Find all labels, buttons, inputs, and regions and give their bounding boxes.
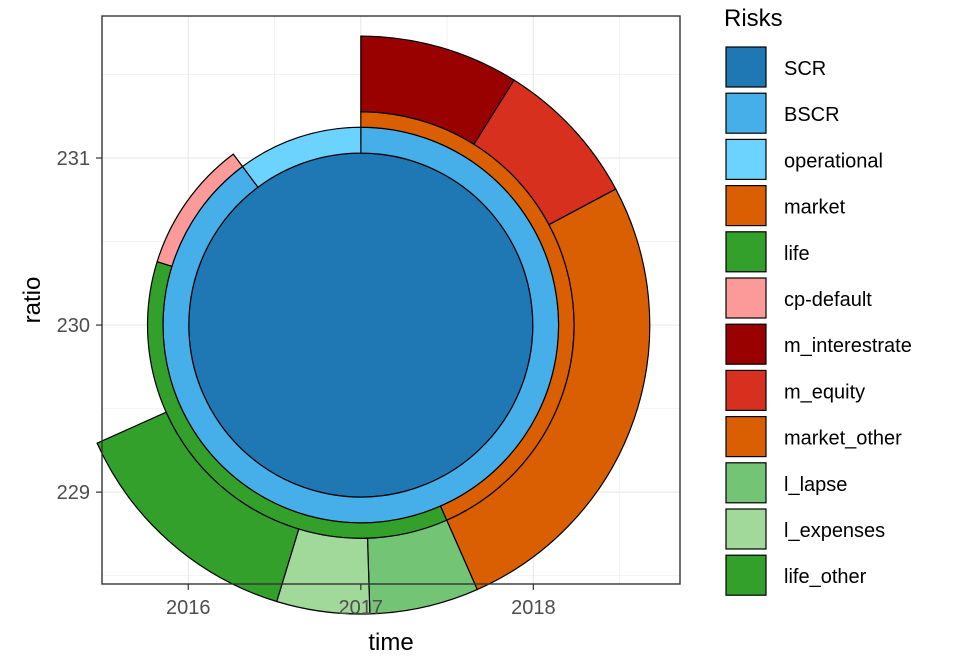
- legend-key-m-equity: [725, 369, 767, 411]
- legend-label-m-equity: m_equity: [784, 381, 865, 403]
- segment-operational: [241, 126, 362, 189]
- legend-label-cp-default: cp-default: [784, 289, 872, 311]
- y-tick-label: 231: [57, 148, 90, 170]
- legend-key-life: [725, 231, 767, 273]
- legend-label-market: market: [784, 197, 846, 219]
- segment-cp-default: [156, 153, 244, 268]
- legend-key-l-expenses: [725, 508, 767, 550]
- plot-border: [101, 15, 681, 585]
- legend-label-l-expenses: l_expenses: [784, 520, 885, 542]
- x-tick-label: 2017: [339, 597, 384, 619]
- legend: Risks SCR BSCR operational market life cp-defa…: [724, 5, 912, 596]
- legend-label-bscr: BSCR: [784, 104, 840, 126]
- segment-life-other: [96, 411, 300, 603]
- y-axis-title: ratio: [19, 277, 46, 324]
- legend-label-operational: operational: [784, 150, 883, 172]
- segment-market-other: [445, 188, 651, 591]
- sunburst-segments: [96, 35, 651, 615]
- legend-key-bscr: [725, 92, 767, 134]
- x-tick-label: 2018: [511, 597, 556, 619]
- legend-key-m-interestrate: [725, 323, 767, 365]
- legend-key-cp-default: [725, 277, 767, 319]
- legend-key-scr: [725, 46, 767, 88]
- legend-label-life: life: [784, 243, 810, 265]
- y-tick-label: 229: [57, 482, 90, 504]
- legend-key-market: [725, 185, 767, 227]
- legend-label-market-other: market_other: [784, 428, 902, 450]
- x-axis-title: time: [368, 629, 413, 656]
- legend-key-life-other: [725, 554, 767, 596]
- legend-key-market-other: [725, 416, 767, 458]
- legend-label-m-interestrate: m_interestrate: [784, 335, 912, 357]
- axes: 2016 2017 2018 229 230 231 time ratio: [19, 148, 556, 656]
- segment-scr: [188, 152, 534, 498]
- y-tick-label: 230: [57, 315, 90, 337]
- legend-label-life-other: life_other: [784, 566, 867, 588]
- legend-key-operational: [725, 138, 767, 180]
- legend-title: Risks: [724, 5, 783, 32]
- legend-key-l-lapse: [725, 462, 767, 504]
- legend-label-scr: SCR: [784, 58, 826, 80]
- legend-label-l-lapse: l_lapse: [784, 474, 847, 496]
- x-tick-label: 2016: [166, 597, 211, 619]
